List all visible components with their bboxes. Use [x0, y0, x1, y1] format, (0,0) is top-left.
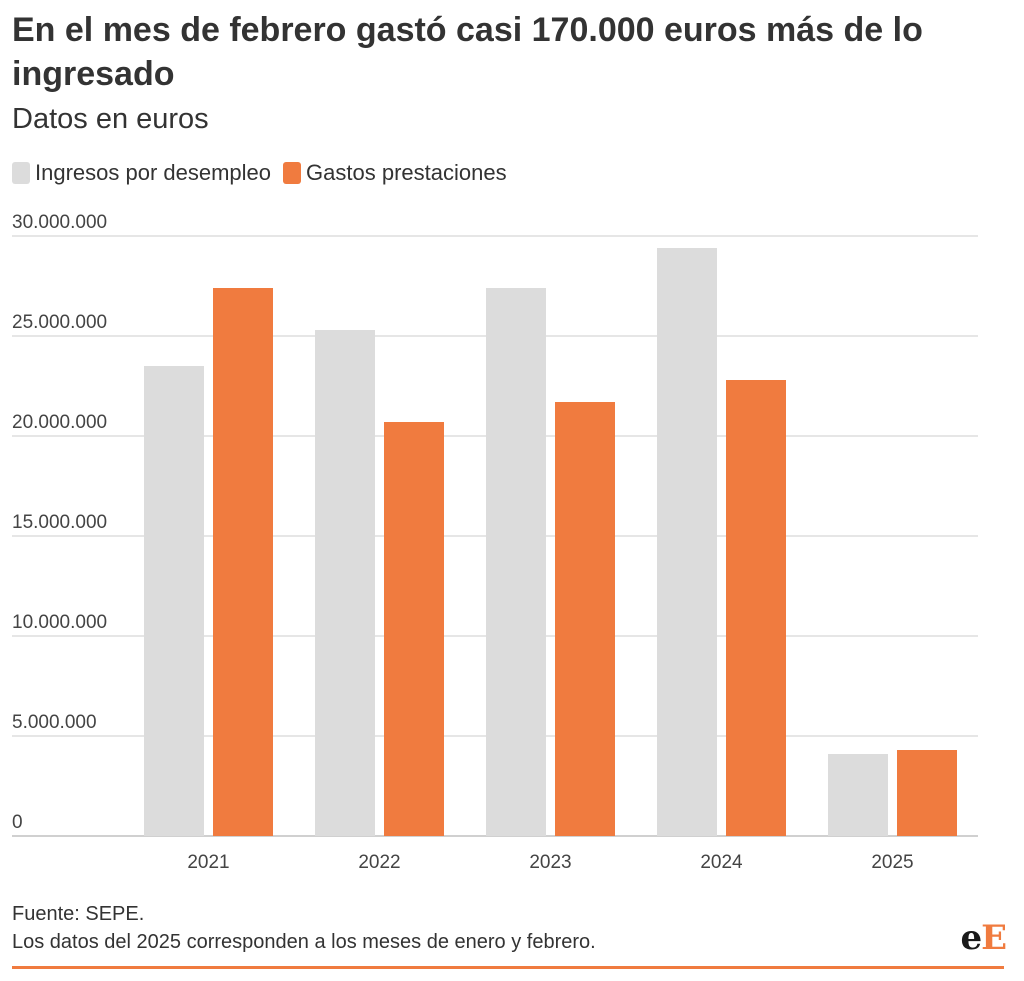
bar-ingresos-2022 — [315, 330, 375, 836]
data-note: Los datos del 2025 corresponden a los me… — [12, 931, 596, 953]
bar-ingresos-2025 — [828, 754, 888, 836]
x-tick-label: 2022 — [358, 852, 400, 873]
bar-gastos-2024 — [726, 380, 786, 836]
bar-gastos-2022 — [384, 422, 444, 836]
legend-item-gastos: Gastos prestaciones — [283, 160, 507, 186]
legend-swatch-ingresos — [12, 162, 30, 184]
chart-title: En el mes de febrero gastó casi 170.000 … — [12, 11, 923, 93]
footer: Fuente: SEPE. Los datos del 2025 corresp… — [12, 900, 596, 956]
legend-swatch-gastos — [283, 162, 302, 184]
brand-logo: eE — [960, 918, 1007, 958]
legend-label-ingresos: Ingresos por desempleo — [35, 160, 272, 185]
legend-item-ingresos: Ingresos por desempleo — [12, 160, 271, 186]
y-tick-label: 30.000.000 — [12, 212, 107, 233]
bar-gastos-2021 — [213, 288, 273, 836]
y-tick-label: 25.000.000 — [12, 312, 107, 333]
x-tick-label: 2024 — [700, 852, 743, 873]
y-tick-label: 0 — [12, 812, 23, 833]
y-tick-label: 5.000.000 — [12, 712, 97, 733]
legend: Ingresos por desempleo Gastos prestacion… — [12, 160, 519, 186]
x-tick-label: 2023 — [529, 852, 571, 873]
bottom-rule — [12, 966, 1004, 969]
y-tick-label: 15.000.000 — [12, 512, 107, 533]
source-note: Fuente: SEPE. — [12, 903, 145, 925]
bar-chart: 0 5.000.000 10.000.000 15.000.000 20.000.000… — [12, 212, 978, 873]
bar-ingresos-2021 — [144, 366, 204, 836]
bar-gastos-2023 — [555, 402, 615, 836]
chart-subtitle: Datos en euros — [12, 103, 209, 135]
bar-ingresos-2024 — [657, 248, 717, 836]
y-tick-label: 20.000.000 — [12, 412, 107, 433]
y-tick-label: 10.000.000 — [12, 612, 107, 633]
x-tick-label: 2025 — [871, 852, 913, 873]
legend-label-gastos: Gastos prestaciones — [306, 160, 507, 185]
x-tick-label: 2021 — [187, 852, 229, 873]
bar-gastos-2025 — [897, 750, 957, 836]
bar-ingresos-2023 — [486, 288, 546, 836]
